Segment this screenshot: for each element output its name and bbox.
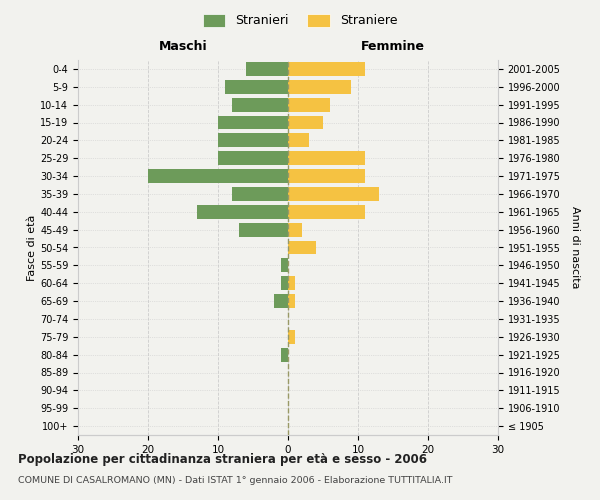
Bar (288, 116, 323, 130)
Bar (148, 169, 288, 183)
Legend: Stranieri, Straniere: Stranieri, Straniere (197, 8, 403, 32)
Bar (288, 240, 316, 254)
Bar (288, 169, 365, 183)
Bar (288, 187, 379, 201)
Bar (232, 98, 288, 112)
Y-axis label: Fasce di età: Fasce di età (27, 214, 37, 280)
Bar (197, 205, 288, 219)
Text: Femmine: Femmine (361, 40, 425, 52)
Bar (281, 348, 288, 362)
Bar (225, 80, 288, 94)
Bar (288, 62, 365, 76)
Bar (232, 187, 288, 201)
Text: COMUNE DI CASALROMANO (MN) - Dati ISTAT 1° gennaio 2006 - Elaborazione TUTTITALI: COMUNE DI CASALROMANO (MN) - Dati ISTAT … (18, 476, 452, 485)
Bar (246, 62, 288, 76)
Bar (288, 222, 302, 236)
Bar (288, 134, 309, 147)
Text: Popolazione per cittadinanza straniera per età e sesso - 2006: Popolazione per cittadinanza straniera p… (18, 452, 427, 466)
Bar (288, 151, 365, 165)
Bar (274, 294, 288, 308)
Bar (288, 330, 295, 344)
Bar (218, 151, 288, 165)
Y-axis label: Anni di nascita: Anni di nascita (570, 206, 580, 289)
Bar (281, 276, 288, 290)
Bar (288, 80, 351, 94)
Bar (288, 205, 365, 219)
Bar (239, 222, 288, 236)
Bar (288, 276, 295, 290)
Bar (288, 98, 330, 112)
Text: Maschi: Maschi (158, 40, 208, 52)
Bar (288, 294, 295, 308)
Bar (281, 258, 288, 272)
Bar (218, 116, 288, 130)
Bar (218, 134, 288, 147)
